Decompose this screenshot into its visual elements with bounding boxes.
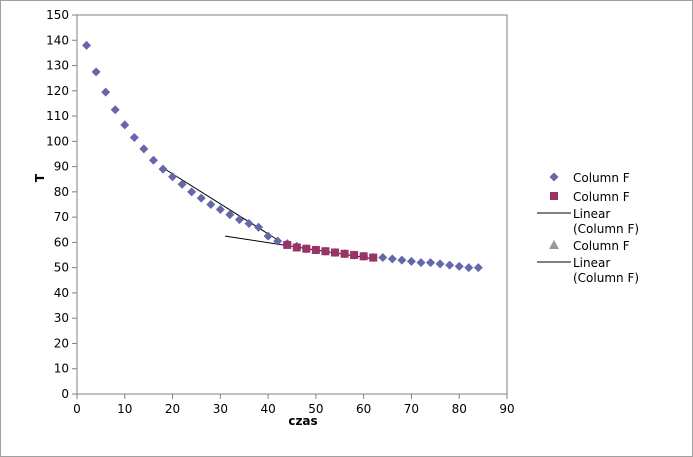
legend-label: Linear (Column F)	[573, 207, 639, 236]
data-point-diamond	[139, 144, 149, 154]
data-point-diamond	[426, 258, 436, 268]
x-tick-label: 50	[308, 402, 323, 416]
data-point-diamond	[416, 258, 426, 268]
data-point-diamond	[215, 205, 225, 215]
data-point-square	[302, 244, 311, 253]
data-point-square	[311, 245, 320, 254]
data-point-diamond	[244, 218, 254, 228]
data-point-diamond	[445, 260, 455, 270]
y-tick-label: 130	[46, 59, 69, 73]
y-tick-label: 110	[46, 109, 69, 123]
y-tick-label: 120	[46, 84, 69, 98]
data-point-diamond	[464, 263, 474, 273]
x-tick-label: 80	[452, 402, 467, 416]
legend-marker-triangle	[549, 240, 559, 249]
data-point-diamond	[254, 222, 264, 232]
legend-label: Column F	[573, 190, 630, 204]
data-point-square	[292, 243, 301, 252]
y-tick-label: 50	[54, 261, 69, 275]
data-point-diamond	[263, 231, 273, 241]
data-point-diamond	[406, 256, 416, 266]
y-tick-label: 70	[54, 210, 69, 224]
data-points	[82, 40, 483, 273]
y-tick-label: 20	[54, 336, 69, 350]
x-tick-label: 30	[213, 402, 228, 416]
legend: Column F Column F Linear (Column F) Column F…	[537, 171, 639, 285]
data-point-diamond	[110, 105, 120, 115]
y-tick-label: 0	[61, 387, 69, 401]
x-axis-title: czas	[288, 414, 317, 428]
x-tick-label: 90	[499, 402, 514, 416]
legend-label: Column F	[573, 239, 630, 253]
data-point-square	[331, 248, 339, 257]
y-tick-label: 10	[54, 362, 69, 376]
data-point-diamond	[168, 172, 178, 182]
y-tick-label: 30	[54, 311, 69, 325]
y-tick-label: 90	[54, 160, 69, 174]
data-point-diamond	[206, 200, 216, 209]
data-point-diamond	[435, 259, 445, 269]
x-tick-label: 20	[165, 402, 180, 416]
y-tick-label: 140	[46, 33, 69, 47]
y-tick-label: 150	[46, 8, 69, 22]
data-point-square	[359, 252, 368, 261]
legend-label: Column F	[573, 171, 630, 185]
data-point-diamond	[196, 193, 206, 203]
y-axis-title: T	[33, 173, 47, 182]
data-point-square	[350, 251, 359, 260]
legend-marker-diamond	[549, 172, 559, 182]
data-point-square	[369, 253, 378, 262]
data-point-diamond	[120, 120, 130, 130]
data-point-diamond	[454, 261, 464, 271]
data-point-square	[321, 247, 330, 256]
x-tick-label: 60	[356, 402, 371, 416]
y-tick-label: 100	[46, 134, 69, 148]
data-point-diamond	[91, 67, 101, 77]
legend-label: Linear (Column F)	[573, 256, 639, 285]
data-point-diamond	[273, 236, 283, 246]
data-point-diamond	[397, 255, 407, 265]
plot-area	[76, 14, 508, 395]
x-tick-label: 10	[117, 402, 132, 416]
x-tick-label: 70	[404, 402, 419, 416]
data-point-diamond	[187, 187, 197, 197]
y-tick-label: 80	[54, 185, 69, 199]
legend-marker-square	[550, 192, 558, 200]
x-axis: 0 10 20 30 40 50 60 70 80 90	[73, 394, 515, 416]
data-point-diamond	[101, 87, 111, 97]
data-point-diamond	[225, 210, 235, 220]
data-point-diamond	[234, 215, 244, 225]
y-axis: 0 10 20 30 40 50 60 70 80 90 100 110 120 130 140 150	[46, 8, 77, 401]
data-point-diamond	[129, 133, 139, 143]
data-point-diamond	[82, 40, 92, 50]
data-point-square	[283, 240, 292, 249]
y-tick-label: 40	[54, 286, 69, 300]
data-point-diamond	[473, 263, 483, 273]
y-tick-label: 60	[54, 235, 69, 249]
data-point-diamond	[148, 155, 158, 165]
x-tick-label: 40	[260, 402, 275, 416]
x-tick-label: 0	[73, 402, 81, 416]
data-point-diamond	[378, 253, 388, 263]
data-point-square	[340, 249, 349, 258]
data-point-diamond	[387, 254, 397, 264]
data-point-diamond	[177, 179, 187, 189]
data-point-diamond	[158, 164, 168, 174]
